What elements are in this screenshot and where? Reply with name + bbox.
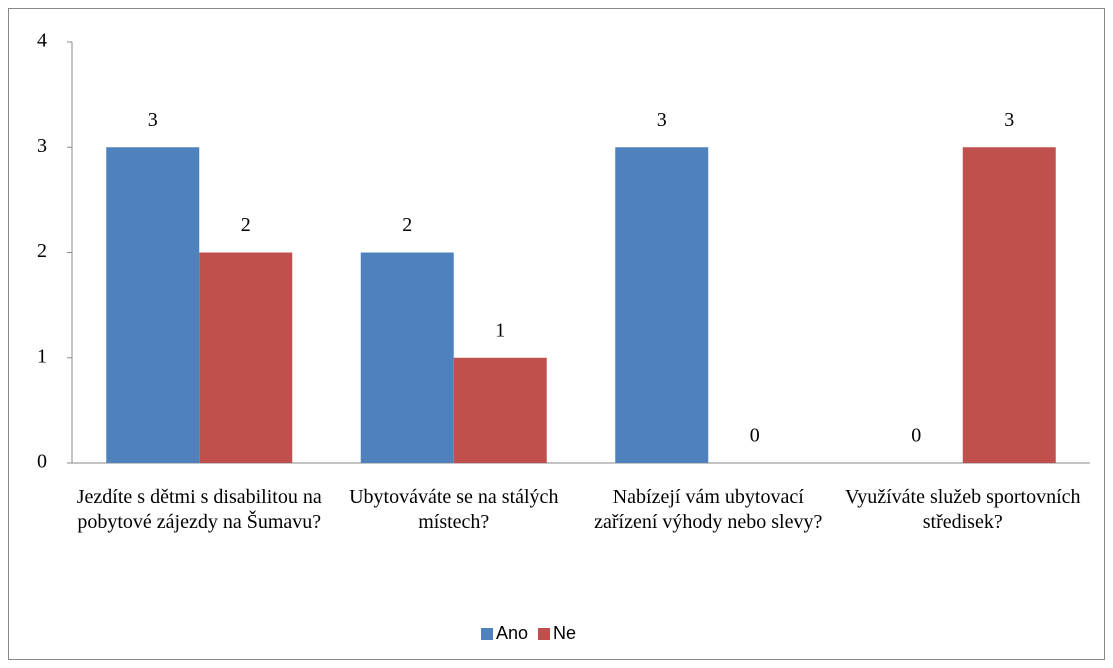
data-label: 2: [241, 214, 251, 236]
bar: [453, 357, 547, 463]
bar: [962, 147, 1056, 463]
legend-label: Ano: [496, 623, 528, 643]
data-label: 2: [402, 214, 412, 236]
y-tick-label: 4: [37, 30, 47, 52]
y-tick-label: 3: [37, 135, 47, 157]
data-label: 3: [148, 109, 158, 131]
data-label: 0: [911, 425, 921, 447]
x-tick-label: Využíváte služeb sportovních středisek?: [845, 486, 1081, 533]
bar: [199, 252, 293, 463]
legend-swatch: [538, 628, 550, 640]
bar: [106, 147, 200, 463]
y-tick-label: 2: [37, 240, 47, 262]
y-tick-label: 0: [37, 451, 47, 473]
x-tick-label: Jezdíte s dětmi s disabilitou na pobytov…: [76, 486, 322, 533]
y-tick-label: 1: [37, 345, 47, 367]
data-label: 3: [1004, 109, 1014, 131]
bar: [360, 252, 454, 463]
data-label: 0: [750, 425, 760, 447]
data-label: 3: [657, 109, 667, 131]
legend-swatch: [481, 628, 493, 640]
x-tick-label: Nabízejí vám ubytovací zařízení výhody n…: [594, 486, 823, 533]
data-label: 1: [495, 319, 505, 341]
bar: [615, 147, 709, 463]
legend-label: Ne: [553, 623, 576, 643]
x-tick-label: Ubytováváte se na stálých místech?: [349, 486, 559, 533]
